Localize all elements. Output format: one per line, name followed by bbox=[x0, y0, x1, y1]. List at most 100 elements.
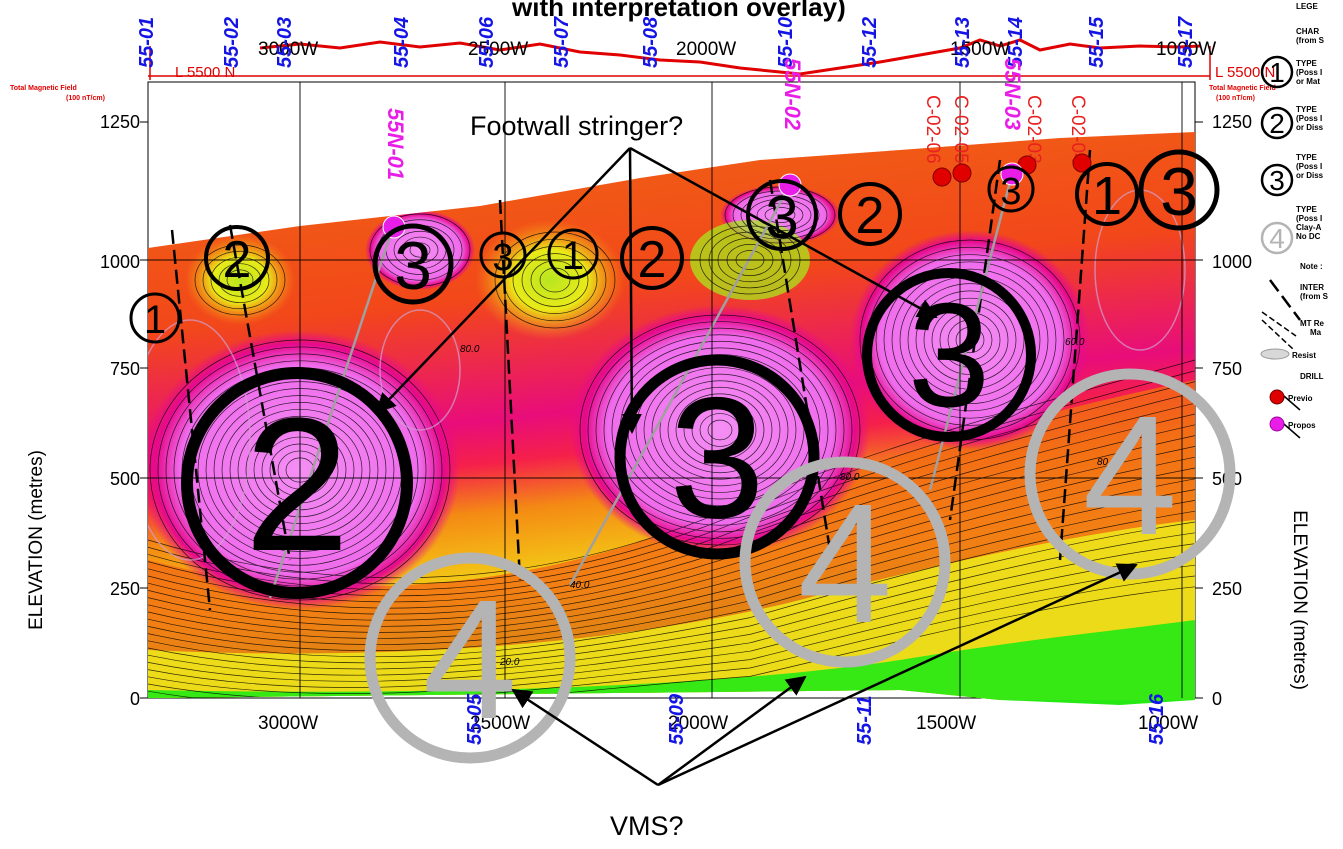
anomaly-type-3-b: 3 bbox=[492, 237, 513, 279]
legend: LEGE CHAR (from S 1 TYPE (Poss I or Mat … bbox=[1260, 2, 1329, 439]
legend-symbol-2: 2 bbox=[1269, 108, 1285, 139]
legend-type3-a: TYPE bbox=[1296, 153, 1318, 162]
legend-title: LEGE bbox=[1296, 2, 1318, 11]
legend-symbol-1: 1 bbox=[1269, 57, 1285, 88]
station-label-top: 55-01 bbox=[136, 17, 158, 68]
legend-type2-c: or Diss bbox=[1296, 123, 1324, 132]
magnetic-label-right: Total Magnetic Field bbox=[1209, 85, 1276, 92]
legend-type1-a: TYPE bbox=[1296, 59, 1318, 68]
elev-tick-250: 250 bbox=[110, 579, 140, 599]
station-label-top: 55-04 bbox=[391, 17, 413, 68]
anomaly-type-3-a: 3 bbox=[394, 228, 432, 304]
legend-proposed-marker bbox=[1269, 416, 1285, 432]
anomaly-type-1-c: 1 bbox=[1092, 166, 1122, 226]
station-label-top: 55-14 bbox=[1005, 17, 1027, 68]
contour-label-6: 40.0 bbox=[570, 580, 590, 591]
easting-top-3: 1500W bbox=[950, 39, 1010, 60]
legend-type1-c: or Mat bbox=[1296, 77, 1320, 86]
legend-symbol-3: 3 bbox=[1269, 165, 1285, 196]
legend-proposed: Propos bbox=[1288, 421, 1316, 430]
anomaly-type-2-c: 2 bbox=[856, 187, 885, 245]
elev-tick-1000: 1000 bbox=[100, 252, 140, 272]
legend-inter-a: INTER bbox=[1300, 283, 1324, 292]
station-labels-top: 55-01 55-02 55-03 55-04 55-06 55-07 55-08 55-10… bbox=[136, 16, 1197, 68]
elevation-axis-right: 1250 1000 750 500 250 0 bbox=[1212, 112, 1252, 709]
easting-top-2: 2000W bbox=[676, 39, 736, 60]
elev-right-1250: 1250 bbox=[1212, 112, 1252, 132]
legend-type4-b: (Poss I bbox=[1296, 214, 1322, 223]
easting-bottom-2: 2000W bbox=[668, 713, 728, 734]
elev-tick-0: 0 bbox=[130, 689, 140, 709]
station-label-top: 55-06 bbox=[476, 16, 498, 68]
easting-bottom-0: 3000W bbox=[258, 713, 318, 734]
legend-mt-b: Ma bbox=[1310, 328, 1322, 337]
station-label-top: 55-02 bbox=[221, 17, 243, 68]
station-label-top: 55-15 bbox=[1086, 16, 1108, 68]
magnetic-unit-left: (100 nT/cm) bbox=[66, 95, 105, 102]
elev-right-250: 250 bbox=[1212, 579, 1242, 599]
hole-collar-c0205 bbox=[952, 163, 972, 183]
station-labels-bottom: 55-05 55-09 55-11 55-16 bbox=[464, 693, 1168, 745]
station-label-top: 55-08 bbox=[640, 16, 662, 68]
station-label-bottom: 55-11 bbox=[854, 695, 876, 745]
elev-right-1000: 1000 bbox=[1212, 252, 1252, 272]
contour-value-labels: 80.0 60.0 80.0 80.0 20.0 40.0 bbox=[460, 337, 1117, 668]
station-label-bottom: 55-09 bbox=[666, 693, 688, 745]
legend-type4-c: Clay-A bbox=[1296, 223, 1322, 232]
easting-top-1: 2500W bbox=[468, 39, 528, 60]
contour-label-4: 80.0 bbox=[1097, 457, 1117, 468]
elevation-ticks-marks bbox=[140, 121, 1203, 699]
footwall-stringer-label: Footwall stringer? bbox=[470, 111, 683, 141]
legend-previous-marker bbox=[1269, 389, 1285, 405]
elev-right-0: 0 bbox=[1212, 689, 1222, 709]
anomaly-type-4-a: 4 bbox=[423, 565, 518, 755]
proposed-label-55n01: 55N-01 bbox=[383, 108, 408, 180]
easting-bottom-1: 2500W bbox=[470, 713, 530, 734]
elev-tick-750: 750 bbox=[110, 359, 140, 379]
elev-right-750: 750 bbox=[1212, 359, 1242, 379]
legend-inter-b: (from S bbox=[1300, 292, 1329, 301]
anomaly-type-1-b: 1 bbox=[562, 234, 584, 278]
proposed-label-55n02: 55N-02 bbox=[780, 58, 805, 131]
station-label-top: 55-17 bbox=[1175, 16, 1197, 68]
station-label-bottom: 55-05 bbox=[464, 693, 486, 745]
anomaly-type-2-b: 2 bbox=[638, 231, 667, 289]
hole-label-c0203: C-02-03 bbox=[1023, 95, 1044, 164]
hole-collar-c0206 bbox=[932, 167, 952, 187]
legend-resist: Resist bbox=[1292, 351, 1316, 360]
legend-type3-c: or Diss bbox=[1296, 171, 1324, 180]
legend-note: Note : bbox=[1300, 262, 1323, 271]
legend-type3-b: (Poss I bbox=[1296, 162, 1322, 171]
magnetic-label-left: Total Magnetic Field bbox=[10, 85, 77, 92]
anomaly-type-3-c: 3 bbox=[765, 184, 798, 251]
interpretation-annotations: Footwall stringer? VMS? bbox=[375, 111, 1138, 841]
hole-label-c0206: C-02-06 bbox=[922, 95, 943, 164]
anomaly-type-1-a: 1 bbox=[144, 298, 166, 342]
easting-top-4: 1000W bbox=[1156, 39, 1216, 60]
legend-mt-a: MT Re bbox=[1300, 319, 1325, 328]
anomaly-type-3-e: 3 bbox=[1160, 154, 1198, 230]
station-label-top: 55-13 bbox=[952, 17, 974, 68]
line-label-right: L 5500 N bbox=[1215, 64, 1275, 81]
anomaly-type-2-large: 2 bbox=[244, 379, 350, 591]
legend-type4-a: TYPE bbox=[1296, 205, 1318, 214]
station-label-top: 55-10 bbox=[775, 17, 797, 68]
legend-type4-d: No DC bbox=[1296, 232, 1321, 241]
line-label-left: L 5500 N bbox=[175, 64, 235, 81]
legend-type1-b: (Poss I bbox=[1296, 68, 1322, 77]
proposed-label-55n03: 55N-03 bbox=[1000, 58, 1025, 130]
easting-top-0: 3000W bbox=[258, 39, 318, 60]
magnetic-unit-right: (100 nT/cm) bbox=[1216, 95, 1255, 102]
y-axis-title-right: ELEVATION (metres) bbox=[1289, 510, 1310, 690]
easting-bottom-3: 1500W bbox=[916, 713, 976, 734]
hole-label-c0204: C-02-04 bbox=[1067, 95, 1088, 164]
legend-symbol-4: 4 bbox=[1269, 223, 1285, 254]
vms-label: VMS? bbox=[610, 811, 684, 841]
elev-tick-500: 500 bbox=[110, 469, 140, 489]
legend-drill: DRILL bbox=[1300, 372, 1324, 381]
y-axis-title-left: ELEVATION (metres) bbox=[26, 450, 47, 630]
elevation-axis-left: 1250 1000 750 500 250 0 bbox=[100, 112, 140, 709]
anomaly-type-4-c: 4 bbox=[1083, 381, 1178, 571]
easting-bottom-axis: 3000W 2500W 2000W 1500W 1000W bbox=[258, 713, 1198, 734]
